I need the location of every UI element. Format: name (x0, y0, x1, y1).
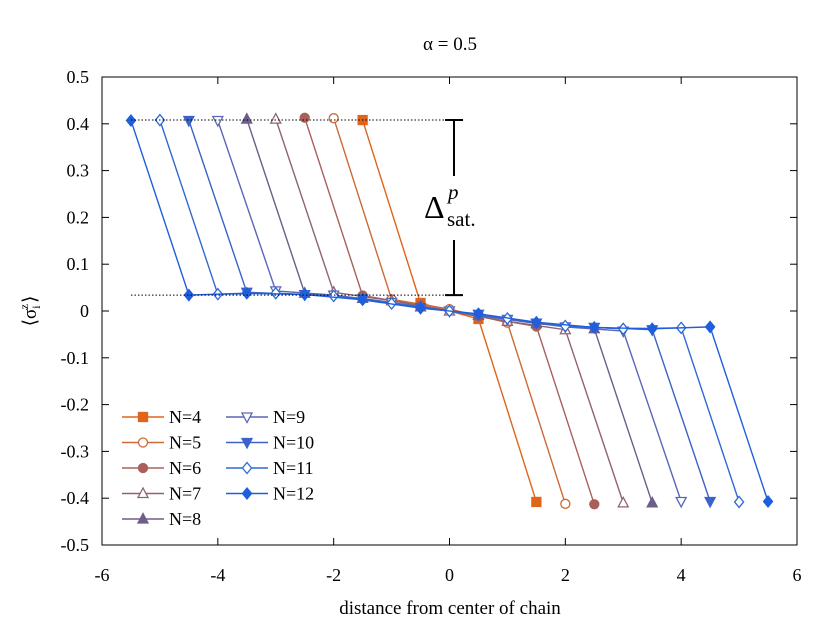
data-point-n-5 (560, 498, 571, 509)
series-line-n-12 (130, 120, 769, 502)
legend-label: N=5 (169, 433, 201, 453)
legend-marker (137, 462, 149, 474)
y-tick-label: 0.5 (67, 67, 90, 87)
data-point-n-12 (357, 293, 368, 307)
data-point-n-12 (646, 322, 658, 336)
data-point-n-8 (646, 495, 659, 508)
legend-item-n-4: N=4 (122, 407, 201, 427)
data-point-n-4 (531, 496, 542, 508)
data-point-n-10 (182, 115, 195, 128)
x-tick-label: -6 (95, 565, 110, 585)
legend-label: N=10 (273, 433, 314, 453)
x-axis-label: distance from center of chain (339, 598, 561, 619)
legend-item-n-10: N=10 (226, 433, 314, 453)
legend-label: N=4 (169, 407, 201, 427)
plot-area (125, 112, 774, 510)
delta-symbol: Δ (424, 189, 445, 225)
data-point-n-6 (299, 112, 310, 123)
y-tick-label: -0.2 (61, 395, 90, 415)
x-tick-label: -4 (210, 565, 225, 585)
data-point-n-10 (704, 496, 717, 509)
chart-title: α = 0.5 (423, 34, 477, 55)
svg-text:⟨σiz⟩: ⟨σiz⟩ (17, 296, 43, 327)
data-point-n-5 (328, 113, 339, 124)
legend-marker (137, 411, 149, 423)
legend-item-n-7: N=7 (122, 484, 201, 504)
y-axis-label-subscript: i (29, 305, 43, 309)
x-tick-label: 2 (561, 565, 570, 585)
x-tick-label: 4 (677, 565, 686, 585)
data-point-n-12 (415, 301, 426, 315)
legend-item-n-12: N=12 (226, 484, 314, 504)
legend-label: N=12 (273, 484, 314, 504)
data-point-n-7 (617, 495, 630, 508)
y-tick-label: 0.1 (67, 254, 90, 274)
legend-item-n-11: N=11 (226, 458, 313, 478)
legend-item-n-6: N=6 (122, 458, 201, 478)
legend-item-n-9: N=9 (226, 407, 305, 427)
legend-label: N=7 (169, 484, 201, 504)
data-point-n-8 (240, 112, 253, 124)
data-point-n-9 (675, 496, 688, 509)
y-axis-label: ⟨σiz⟩ (17, 296, 43, 327)
legend-label: N=6 (169, 458, 201, 478)
x-tick-label: -2 (326, 565, 341, 585)
series-n-12 (125, 113, 774, 509)
legend-marker (136, 512, 150, 524)
data-point-n-7 (269, 112, 282, 124)
y-tick-label: -0.4 (61, 488, 90, 508)
legend-marker (240, 412, 254, 424)
y-axis-label-superscript: z (17, 304, 31, 309)
legend: N=4 N=5 N=6 N=7 N=8 N=9 N=10 N=11 N=12 (122, 407, 314, 529)
plot-frame (101, 76, 798, 546)
data-point-n-12 (704, 320, 716, 334)
y-tick-label: 0.4 (67, 114, 90, 134)
data-point-n-12 (762, 494, 774, 509)
data-point-n-12 (531, 315, 542, 329)
legend-marker (241, 486, 253, 501)
data-point-n-12 (299, 288, 311, 302)
legend-marker (136, 486, 150, 499)
legend-marker (241, 461, 253, 475)
legend-label: N=9 (273, 407, 305, 427)
delta-subscript: sat. (447, 207, 476, 231)
legend-label: N=8 (169, 509, 201, 529)
data-point-n-12 (241, 286, 253, 300)
y-axis-label-main: ⟨σ (20, 309, 41, 327)
data-point-n-12 (588, 320, 600, 334)
data-point-n-11 (733, 495, 745, 509)
legend-item-n-5: N=5 (122, 433, 201, 453)
data-point-n-11 (328, 289, 340, 303)
y-tick-label: -0.3 (61, 441, 90, 461)
x-tick-label: 0 (445, 565, 454, 585)
y-tick-label: -0.5 (61, 535, 90, 555)
legend-label: N=11 (273, 458, 313, 478)
y-tick-label: 0.2 (67, 207, 90, 227)
y-tick-label: 0.3 (67, 161, 90, 181)
data-point-n-12 (183, 288, 195, 302)
y-tick-label: -0.1 (61, 348, 90, 368)
data-point-n-6 (589, 499, 600, 510)
y-tick-label: 0 (80, 301, 89, 321)
x-tick-label: 6 (793, 565, 802, 585)
data-point-n-9 (211, 115, 224, 128)
y-axis-label-close: ⟩ (20, 296, 41, 303)
data-point-n-12 (473, 307, 484, 321)
legend-marker (137, 437, 149, 448)
legend-marker (240, 437, 254, 450)
axis-ticks: -6 -4 -2 0 2 4 6 -0.5 -0.4 -0.3 -0.2 -0.1 0 0.1 0.2 0.3… (61, 67, 802, 585)
legend-item-n-8: N=8 (122, 509, 201, 529)
delta-superscript: p (446, 180, 459, 204)
